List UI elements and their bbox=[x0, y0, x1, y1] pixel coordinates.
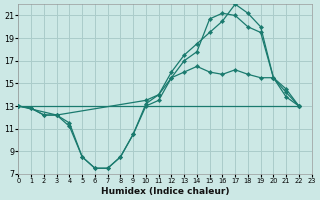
X-axis label: Humidex (Indice chaleur): Humidex (Indice chaleur) bbox=[101, 187, 229, 196]
